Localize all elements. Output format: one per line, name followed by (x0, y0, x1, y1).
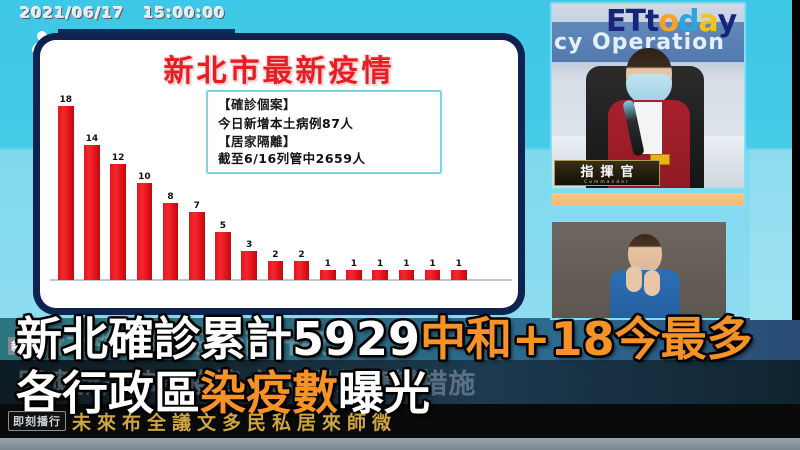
stage-backdrop-text: cy Operation (552, 22, 744, 62)
headline-line-1-plain: 新北確診累計5929 (16, 312, 421, 366)
background-news-strip (0, 360, 800, 410)
logo-t2: t (644, 3, 659, 39)
bar (136, 183, 153, 280)
logo-y: y (717, 3, 738, 39)
bar-group: 1 (372, 92, 388, 280)
bar (451, 270, 467, 280)
video-panel-sign-language[interactable] (550, 220, 728, 320)
logo-e: E (606, 3, 626, 39)
nameplate: 指揮官 Commander (554, 160, 660, 186)
info-line-1: 今日新增本土病例87人 (218, 115, 354, 132)
screen-right-edge (792, 0, 800, 320)
bar (84, 144, 100, 280)
bar-value-label: 2 (272, 249, 279, 260)
logo-d: d (677, 3, 700, 39)
bar-chart-plot: 18中和區14板橋區12新莊區10新店區8三重區7土城區5永和區3三峽區2樹林區… (50, 92, 512, 280)
bar-group: 1 (398, 92, 415, 280)
bar (293, 260, 310, 280)
bar-group: 1 (451, 92, 467, 280)
bar (346, 270, 362, 280)
bar (320, 270, 336, 280)
bar (58, 106, 74, 280)
bar-group: 8 (162, 92, 179, 280)
vest-badge (650, 154, 670, 165)
bar-value-label: 1 (377, 259, 384, 270)
ghost-badge: 新北 (8, 337, 38, 355)
info-box: 【確診個案】 今日新增本土病例87人 【居家隔離】 截至6/16列管中2659人 (206, 90, 442, 174)
bar (372, 270, 388, 280)
bar-group: 12 (110, 92, 126, 280)
bar (189, 212, 205, 280)
bar (267, 260, 284, 280)
headline: 新北確診累計5929中和+18今最多 各行政區染疫數曝光 (16, 312, 800, 420)
bar (110, 164, 126, 280)
bar (424, 270, 441, 280)
bar-value-label: 1 (429, 259, 436, 270)
logo-t: T (625, 3, 646, 39)
lower-third-orange-bar (550, 193, 746, 207)
bar-group: 3 (241, 92, 257, 280)
bar-group: 7 (189, 92, 205, 280)
headline-line-1: 新北確診累計5929中和+18今最多 (16, 312, 800, 366)
bar-value-label: 1 (403, 259, 410, 270)
footer-divider (0, 438, 800, 450)
bar-value-label: 10 (138, 172, 151, 183)
bar-value-label: 3 (246, 240, 253, 250)
bar-value-label: 1 (350, 259, 358, 270)
headline-line-2-highlight: 染疫數 (200, 366, 338, 420)
bar-group: 14 (84, 92, 100, 280)
news-ticker: 即刻播行 未來布全議文多民私居來師微 (0, 404, 800, 438)
bar-group: 10 (136, 92, 153, 280)
interpreter-hand-left (626, 266, 642, 292)
video-column: cy Operation 指揮官 Commander E T t o d a (546, 0, 800, 320)
ettoday-logo: E T t o d a y (606, 3, 756, 39)
bar-group: 5 (215, 92, 231, 280)
bar-value-label: 8 (167, 191, 174, 202)
bar (241, 251, 257, 280)
logo-o: o (658, 3, 679, 39)
bar-group: 2 (267, 92, 284, 280)
headline-line-2: 各行政區染疫數曝光 (16, 366, 800, 420)
timestamp: 2021/06/17 15:00:00 (20, 4, 226, 22)
headline-line-2-plain-b: 曝光 (338, 366, 430, 420)
headline-line-1-highlight: 中和+18今最多 (420, 312, 753, 366)
video-panel-press-conference[interactable]: cy Operation 指揮官 Commander (550, 2, 746, 190)
bar-value-label: 7 (193, 201, 200, 212)
bar-group: 1 (320, 92, 336, 280)
bar (162, 202, 179, 280)
chart-card: 新北市最新疫情 【確診個案】 今日新增本土病例87人 【居家隔離】 截至6/16… (40, 40, 518, 308)
ticker-text: 未來布全議文多民私居來師微 (72, 411, 398, 434)
bar-value-label: 14 (85, 133, 99, 144)
nameplate-english: Commander (584, 180, 630, 185)
info-tag-1: 【確診個案】 (218, 97, 297, 112)
bar-value-label: 12 (111, 153, 125, 163)
bar-value-label: 5 (219, 220, 227, 231)
logo-a: a (698, 3, 718, 39)
background-bottom-band (0, 404, 800, 438)
bar-value-label: 2 (298, 249, 305, 260)
nameplate-chinese: 指揮官 (580, 165, 641, 180)
info-tag-2: 【居家隔離】 (218, 133, 297, 149)
info-line-2: 截至6/16列管中2659人 (218, 150, 366, 166)
bar-group: 1 (424, 92, 441, 280)
bar-value-label: 1 (455, 259, 462, 270)
face-mask-icon (626, 74, 672, 104)
chart-axis (50, 279, 512, 281)
ghost-headline-line1: 新北強化防疫 全面升級 (38, 329, 329, 360)
bar (398, 270, 415, 280)
chart-title: 新北市最新疫情 (163, 54, 395, 89)
bar-group: 18 (58, 92, 74, 280)
info-line-1-text: 今日新增本土病例87人 (218, 116, 354, 132)
bar-value-label: 1 (324, 259, 331, 270)
ghost-headline-line2: 因應新冠肺炎疫情 新北最新應變措施 (18, 369, 477, 400)
video-column-pad (750, 0, 800, 320)
bar-group: 1 (346, 92, 362, 280)
bar (215, 231, 231, 280)
bar-group: 2 (293, 92, 310, 280)
interpreter-hand-right (644, 270, 660, 296)
bar-value-label: 18 (59, 95, 73, 105)
ticker-badge: 即刻播行 (8, 411, 66, 431)
